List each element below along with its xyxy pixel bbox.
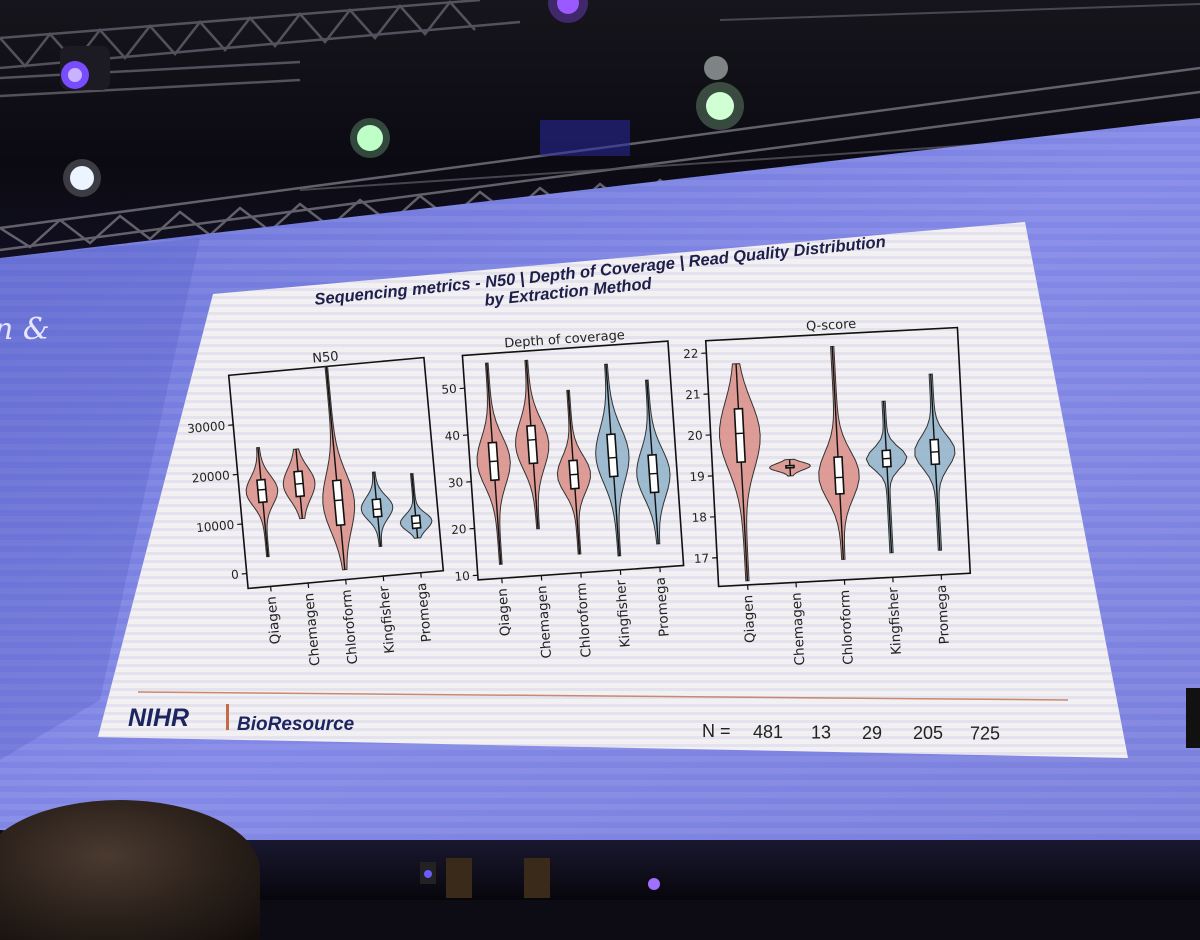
stage-lights-bottom [0, 0, 1200, 900]
audience-head [0, 800, 260, 940]
